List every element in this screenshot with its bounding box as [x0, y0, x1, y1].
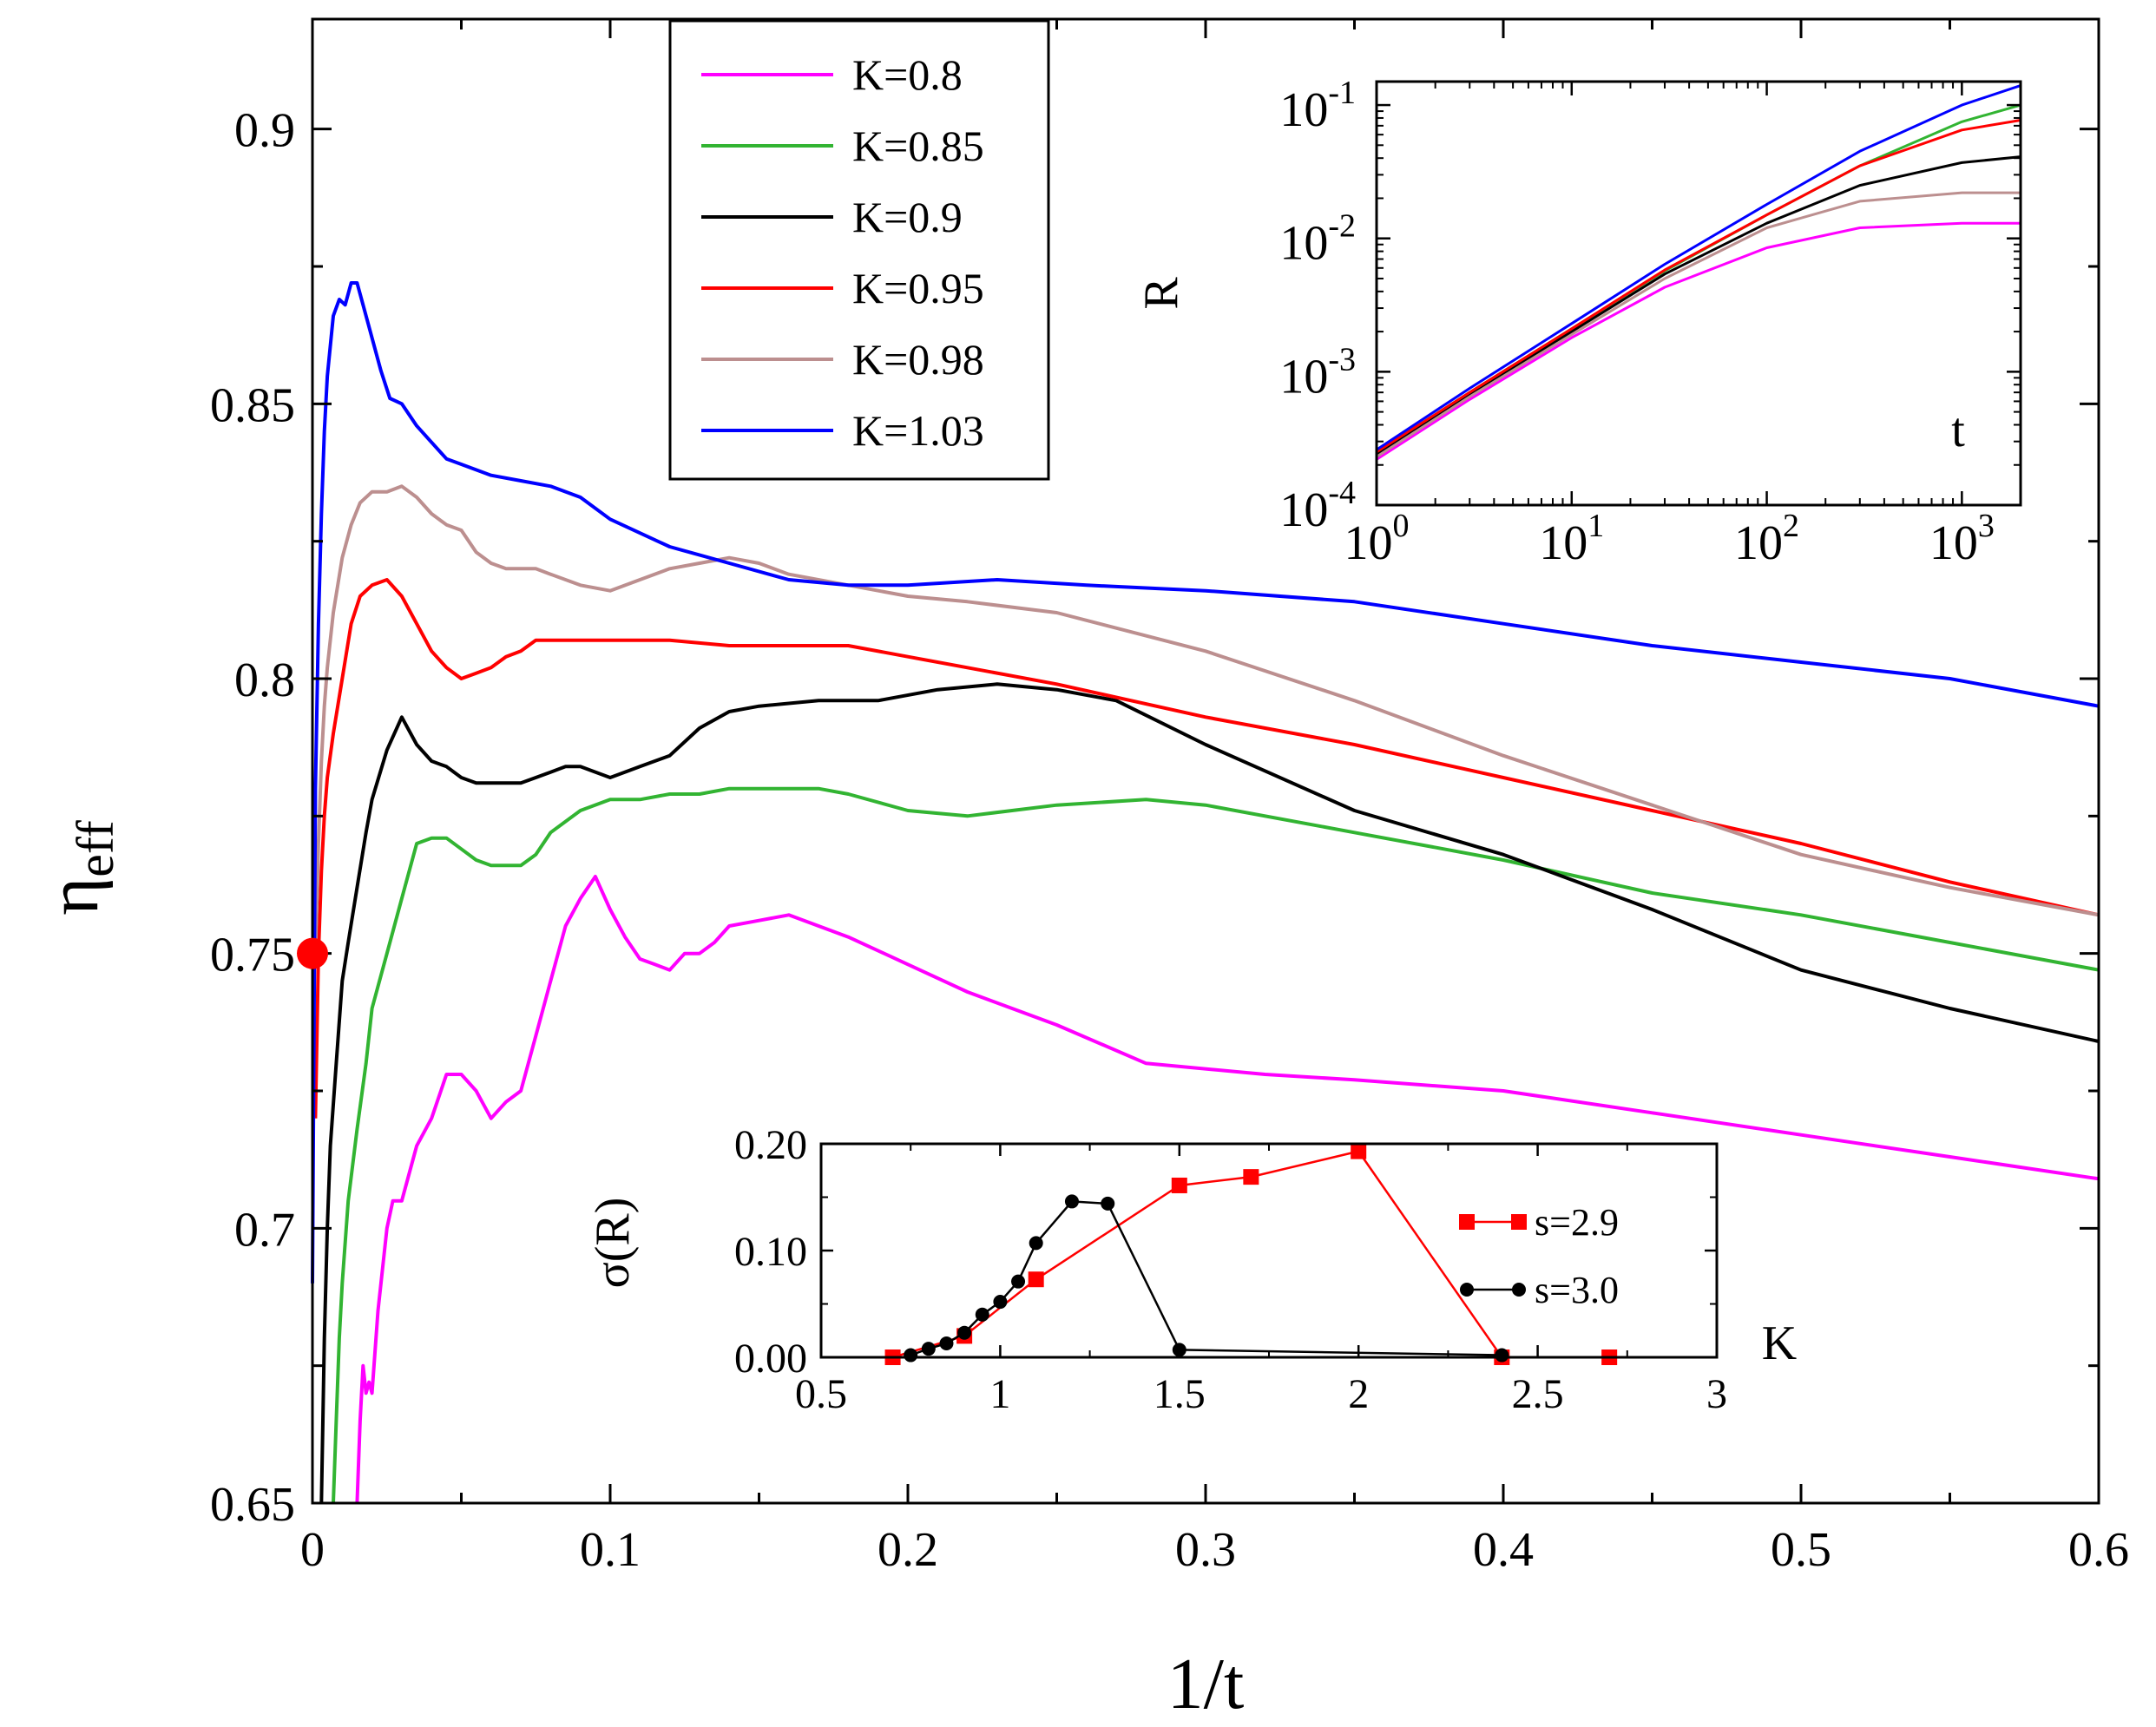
inset-top-x-tick-label: 100: [1344, 508, 1410, 570]
inset-bottom-point-s-3-0: [993, 1295, 1008, 1310]
inset-bottom-legend-marker: [1459, 1214, 1475, 1230]
inset-top-series-line-k-0-8: [1376, 221, 2021, 461]
legend-label-k-0-8: K=0.8: [852, 50, 963, 99]
main-x-tick-label: 0.6: [2068, 1523, 2129, 1577]
inset-bottom-background: [821, 1144, 1717, 1357]
main-x-tick-label: 0.2: [878, 1523, 938, 1577]
inset-bottom-point-s-3-0: [1495, 1348, 1509, 1363]
inset-top-x-axis-label: t: [1951, 404, 1965, 457]
inset-bottom-x-tick-label: 2: [1348, 1371, 1369, 1417]
inset-bottom-point-s-3-0: [957, 1325, 972, 1340]
main-plot: 0 0.1 0.2 0.3 0.4 0.5 0.6 0.65 0.7 0.75 0.8 0.85 0.9…: [33, 17, 2129, 1724]
main-y-tick-label: 0.8: [234, 653, 295, 707]
main-plot-frame: [311, 17, 2100, 1505]
inset-bottom-series-group: [884, 1143, 1618, 1365]
inset-bottom-x-tick-label: 2.5: [1512, 1371, 1564, 1417]
main-x-tick-label: 0.1: [580, 1523, 641, 1577]
inset-top-y-tick-label: 10-1: [1279, 75, 1356, 137]
main-series-line-k-0-8: [355, 875, 2100, 1504]
inset-bottom-legend: s=2.9 s=3.0: [1459, 1201, 1619, 1311]
main-y-tick-label: 0.7: [234, 1203, 295, 1257]
inset-top-plot: 100 101 102 103 10-4 10-3 10-2 10-1 R t: [1134, 75, 2022, 570]
inset-bottom-plot: 0.5 1 1.5 2 2.5 3 0.00 0.10 0.20 σ(R) K s=2.9 s=3…: [586, 1122, 1797, 1417]
inset-top-series-line-k-0-98: [1376, 191, 2021, 458]
main-y-axis-label-symbol: η: [33, 877, 114, 916]
inset-bottom-point-s-2-9: [1171, 1177, 1187, 1193]
inset-bottom-point-s-3-0: [939, 1336, 954, 1351]
main-tick-labels: 0 0.1 0.2 0.3 0.4 0.5 0.6 0.65 0.7 0.75 0.8 0.85 0.9: [210, 104, 2129, 1577]
inset-bottom-point-s-2-9: [1028, 1271, 1044, 1288]
legend-label-k-1-03: K=1.03: [852, 406, 984, 455]
reference-point-marker: [297, 937, 328, 969]
legend-label-k-0-85: K=0.85: [852, 121, 984, 170]
inset-top-y-tick-label: 10-4: [1279, 475, 1356, 537]
main-series-line-k-0-9: [319, 682, 2100, 1504]
main-x-tick-label: 0.3: [1175, 1523, 1236, 1577]
inset-bottom-x-tick-label: 3: [1706, 1371, 1727, 1417]
legend-label-k-0-9: K=0.9: [852, 193, 963, 241]
inset-bottom-point-s-3-0: [1011, 1274, 1026, 1289]
inset-bottom-legend-label-s-3-0: s=3.0: [1535, 1269, 1619, 1311]
main-x-axis-label: 1/t: [1167, 1644, 1245, 1724]
inset-bottom-point-s-3-0: [975, 1307, 989, 1322]
main-y-tick-label: 0.9: [234, 104, 295, 158]
inset-bottom-x-axis-label: K: [1762, 1317, 1797, 1370]
inset-bottom-point-s-3-0: [1172, 1343, 1186, 1357]
inset-bottom-y-tick-label: 0.20: [734, 1122, 807, 1168]
inset-bottom-point-s-2-9: [1351, 1143, 1367, 1159]
main-y-tick-label: 0.75: [210, 929, 295, 982]
main-x-tick-label: 0.4: [1473, 1523, 1534, 1577]
inset-bottom-series-line-s-2-9: [892, 1150, 1610, 1359]
main-x-tick-label: 0: [300, 1523, 325, 1577]
inset-bottom-x-tick-label: 0.5: [795, 1371, 847, 1417]
main-ticks-group: [311, 19, 2100, 1505]
inset-bottom-point-s-3-0: [1029, 1236, 1043, 1251]
inset-top-x-tick-label: 102: [1734, 508, 1799, 570]
inset-bottom-point-s-3-0: [1064, 1194, 1079, 1209]
inset-top-y-axis-label: R: [1134, 277, 1188, 310]
main-y-axis-label: ηeff: [33, 820, 124, 915]
main-series-line-k-0-98: [313, 484, 2100, 954]
inset-bottom-point-s-2-9: [1243, 1169, 1259, 1185]
main-series-group: [311, 281, 2100, 1504]
legend-label-k-0-95: K=0.95: [852, 264, 984, 312]
inset-top-series-line-k-1-03: [1376, 84, 2021, 451]
inset-bottom-legend-marker: [1512, 1283, 1526, 1297]
inset-bottom-frame: [819, 1142, 1719, 1359]
main-y-tick-label: 0.65: [210, 1478, 295, 1532]
inset-bottom-point-s-3-0: [921, 1342, 936, 1356]
inset-top-series-group: [1376, 84, 2021, 461]
inset-top-background: [1377, 82, 2021, 505]
inset-top-series-line-k-0-9: [1376, 155, 2021, 456]
inset-top-y-tick-label: 10-3: [1279, 341, 1356, 404]
main-series-line-k-0-95: [313, 578, 2100, 1119]
inset-bottom-point-s-3-0: [904, 1348, 918, 1363]
inset-top-x-tick-label: 101: [1539, 508, 1604, 570]
inset-bottom-legend-marker: [1460, 1283, 1474, 1297]
main-series-line-k-1-03: [311, 281, 2100, 1284]
inset-bottom-tick-labels: 0.5 1 1.5 2 2.5 3 0.00 0.10 0.20: [734, 1122, 1727, 1417]
inset-top-frame: [1375, 80, 2022, 507]
legend-frame: [668, 19, 1050, 481]
main-y-tick-label: 0.85: [210, 378, 295, 432]
inset-bottom-point-s-3-0: [1101, 1196, 1115, 1211]
main-series-line-k-0-85: [332, 786, 2100, 1504]
inset-top-x-tick-label: 103: [1929, 508, 1995, 570]
inset-bottom-y-axis-label: σ(R): [586, 1198, 640, 1289]
inset-bottom-x-tick-label: 1.5: [1154, 1371, 1206, 1417]
main-y-axis-label-subscript: eff: [67, 820, 124, 877]
inset-top-series-line-k-0-95: [1376, 119, 2021, 454]
inset-top-y-tick-label: 10-2: [1279, 208, 1356, 271]
inset-bottom-legend-label-s-2-9: s=2.9: [1535, 1201, 1619, 1244]
legend-label-k-0-98: K=0.98: [852, 335, 984, 384]
inset-bottom-legend-marker: [1511, 1214, 1527, 1230]
inset-bottom-y-tick-label: 0.00: [734, 1336, 807, 1382]
main-x-tick-label: 0.5: [1771, 1523, 1831, 1577]
legend: K=0.8 K=0.85 K=0.9 K=0.95 K=0.98 K=1.03: [668, 19, 1050, 481]
inset-bottom-x-tick-label: 1: [989, 1371, 1010, 1417]
inset-top-tick-labels: 100 101 102 103 10-4 10-3 10-2 10-1: [1279, 75, 1994, 570]
inset-bottom-y-tick-label: 0.10: [734, 1229, 807, 1275]
